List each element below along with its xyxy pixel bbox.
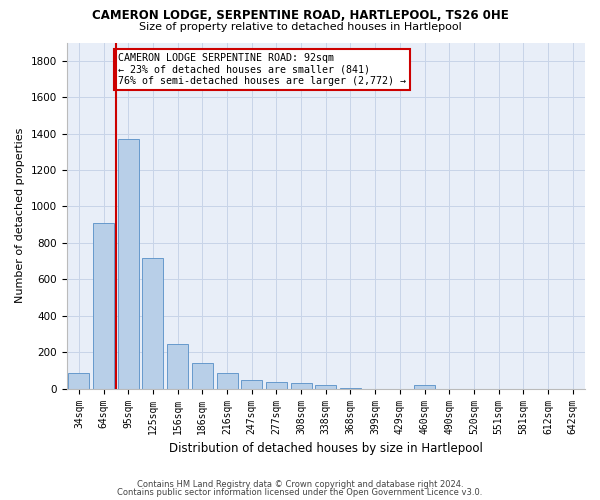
Text: Contains HM Land Registry data © Crown copyright and database right 2024.: Contains HM Land Registry data © Crown c… <box>137 480 463 489</box>
Bar <box>266 382 287 388</box>
Bar <box>315 385 336 388</box>
Text: Contains public sector information licensed under the Open Government Licence v3: Contains public sector information licen… <box>118 488 482 497</box>
Bar <box>217 373 238 388</box>
Text: Size of property relative to detached houses in Hartlepool: Size of property relative to detached ho… <box>139 22 461 32</box>
Bar <box>118 139 139 388</box>
Bar <box>290 383 311 388</box>
Bar <box>414 385 435 388</box>
X-axis label: Distribution of detached houses by size in Hartlepool: Distribution of detached houses by size … <box>169 442 483 455</box>
Y-axis label: Number of detached properties: Number of detached properties <box>15 128 25 304</box>
Bar <box>68 373 89 388</box>
Bar <box>167 344 188 388</box>
Bar <box>241 380 262 388</box>
Bar <box>93 223 114 388</box>
Bar <box>192 363 213 388</box>
Text: CAMERON LODGE, SERPENTINE ROAD, HARTLEPOOL, TS26 0HE: CAMERON LODGE, SERPENTINE ROAD, HARTLEPO… <box>92 9 508 22</box>
Bar <box>142 258 163 388</box>
Text: CAMERON LODGE SERPENTINE ROAD: 92sqm
← 23% of detached houses are smaller (841)
: CAMERON LODGE SERPENTINE ROAD: 92sqm ← 2… <box>118 52 406 86</box>
